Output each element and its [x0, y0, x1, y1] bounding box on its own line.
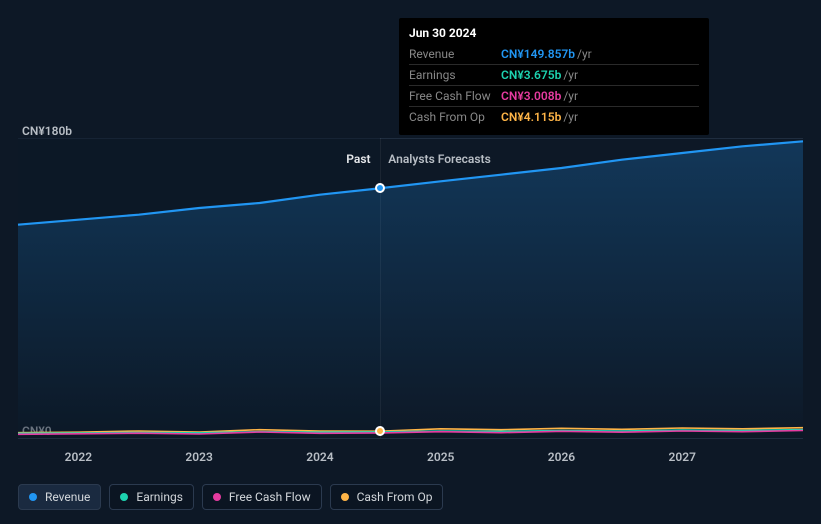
tooltip-row-label: Earnings	[409, 68, 501, 82]
legend-swatch-icon	[213, 493, 221, 501]
revenue-marker	[375, 183, 385, 193]
legend-swatch-icon	[29, 493, 37, 501]
tooltip-date: Jun 30 2024	[409, 26, 699, 40]
legend-label: Revenue	[45, 490, 90, 504]
legend-item-cash_from_op[interactable]: Cash From Op	[330, 484, 444, 510]
tooltip-row: RevenueCN¥149.857b /yr	[409, 44, 699, 65]
tooltip-row-label: Cash From Op	[409, 110, 501, 124]
legend-label: Earnings	[136, 490, 183, 504]
cash_from_op-marker	[375, 426, 385, 436]
tooltip-row: Free Cash FlowCN¥3.008b /yr	[409, 86, 699, 107]
tooltip-row-suffix: /yr	[577, 47, 592, 61]
legend-item-free_cash_flow[interactable]: Free Cash Flow	[202, 484, 322, 510]
tooltip-row-value: CN¥4.115b	[501, 110, 561, 124]
tooltip-row: EarningsCN¥3.675b /yr	[409, 65, 699, 86]
y-axis-label: CN¥180b	[22, 124, 72, 138]
y-gridline	[18, 438, 803, 439]
tooltip-row-value: CN¥3.675b	[501, 68, 561, 82]
chart-tooltip: Jun 30 2024 RevenueCN¥149.857b /yrEarnin…	[399, 18, 709, 135]
chart-legend: Revenue Earnings Free Cash Flow Cash From O…	[18, 484, 443, 510]
financial-chart: CN¥0CN¥180b Past Analysts Forecasts 2022…	[0, 0, 821, 524]
legend-item-revenue[interactable]: Revenue	[18, 484, 101, 510]
x-axis-label: 2022	[65, 450, 92, 464]
x-axis-label: 2026	[548, 450, 575, 464]
x-axis-label: 2024	[306, 450, 333, 464]
tooltip-row-suffix: /yr	[563, 89, 578, 103]
tooltip-row-value: CN¥3.008b	[501, 89, 561, 103]
legend-label: Free Cash Flow	[229, 490, 311, 504]
tooltip-row: Cash From OpCN¥4.115b /yr	[409, 107, 699, 127]
tooltip-row-suffix: /yr	[563, 110, 578, 124]
legend-item-earnings[interactable]: Earnings	[109, 484, 194, 510]
tooltip-row-value: CN¥149.857b	[501, 47, 575, 61]
tooltip-row-suffix: /yr	[563, 68, 578, 82]
legend-swatch-icon	[120, 493, 128, 501]
x-axis-label: 2027	[669, 450, 696, 464]
chart-svg	[18, 138, 803, 438]
legend-label: Cash From Op	[357, 490, 433, 504]
tooltip-row-label: Revenue	[409, 47, 501, 61]
plot-area[interactable]: Past Analysts Forecasts	[18, 138, 803, 438]
legend-swatch-icon	[341, 493, 349, 501]
x-axis-label: 2023	[185, 450, 212, 464]
tooltip-row-label: Free Cash Flow	[409, 89, 501, 103]
x-axis-label: 2025	[427, 450, 454, 464]
